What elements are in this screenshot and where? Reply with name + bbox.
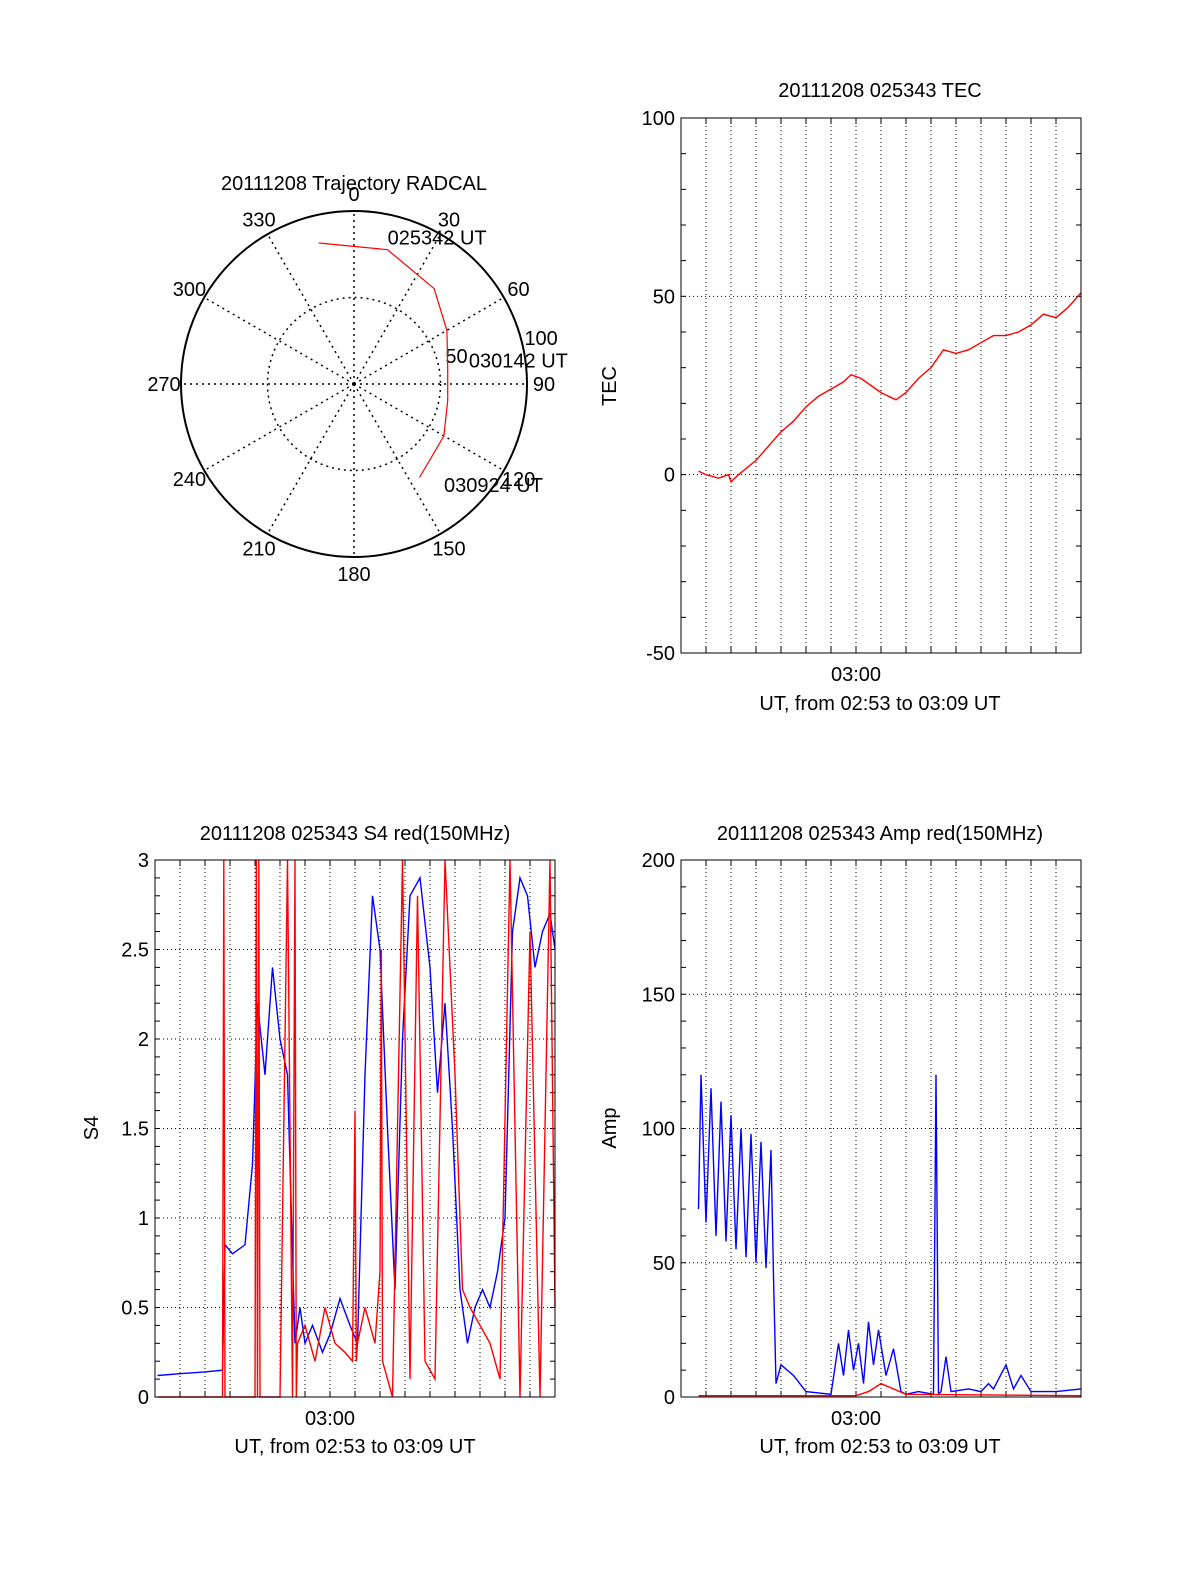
polar-spoke: [203, 383, 355, 472]
trajectory-panel: 20111208 Trajectory RADCAL 0 30 60 90 120 150…: [147, 173, 568, 586]
s4-panel: 20111208 025343 S4 red(150MHz) S4 UT, fr…: [81, 823, 556, 1458]
angle-tick-label: 240: [173, 469, 206, 491]
angle-tick-label: 150: [432, 539, 465, 561]
amp-title: 20111208 025343 Amp red(150MHz): [717, 823, 1043, 845]
angle-tick-label: 180: [337, 564, 370, 586]
y-tick-label: 50: [653, 1253, 675, 1275]
amp-x-axis-label: UT, from 02:53 to 03:09 UT: [759, 1436, 1000, 1458]
tec-plot-frame: [680, 117, 1082, 654]
angle-tick-label: 210: [242, 539, 275, 561]
y-tick-label: 0: [664, 1387, 675, 1409]
radial-tick-label: 50: [445, 346, 467, 368]
trajectory-line: [318, 242, 449, 478]
amp-series: [697, 1074, 1082, 1397]
y-tick-label: 50: [653, 286, 675, 308]
polar-outer-circle: [180, 210, 528, 558]
y-tick-label: 2: [138, 1029, 149, 1051]
s4-tick-labels: 0 0.5 1 1.5 2 2.5 3 03:00: [121, 850, 355, 1430]
tec-x-axis-label: UT, from 02:53 to 03:09 UT: [759, 693, 1000, 715]
trajectory-time-label: 025342 UT: [388, 228, 487, 250]
angle-tick-label: 30: [438, 209, 460, 231]
trajectory-series: [318, 242, 449, 478]
polar-spoke: [266, 233, 355, 385]
y-tick-label: 100: [642, 1119, 675, 1141]
series-line: [697, 1074, 1082, 1397]
tec-tick-labels: -50 0 50 100 03:00: [642, 108, 881, 686]
y-tick-label: -50: [646, 643, 675, 665]
amp-tick-labels: 0 50 100 150 200 03:00: [642, 850, 881, 1430]
y-tick-label: 2.5: [121, 940, 149, 962]
angle-tick-label: 270: [147, 374, 180, 396]
x-tick-label: 03:00: [831, 1408, 881, 1430]
x-tick-label: 03:00: [831, 664, 881, 686]
angle-tick-label: 300: [173, 279, 206, 301]
trajectory-grid: [180, 210, 528, 558]
series-line: [698, 292, 1082, 484]
polar-spoke: [203, 296, 355, 385]
angle-tick-label: 120: [502, 469, 535, 491]
angle-tick-label: 60: [507, 279, 529, 301]
series-line: [698, 1382, 1082, 1397]
x-tick-label: 03:00: [305, 1408, 355, 1430]
amp-y-axis-label: Amp: [599, 1107, 621, 1148]
y-tick-label: 150: [642, 984, 675, 1006]
trajectory-title: 20111208 Trajectory RADCAL: [221, 173, 487, 195]
trajectory-time-label: 030142 UT: [469, 350, 568, 372]
tec-title: 20111208 025343 TEC: [778, 80, 982, 102]
polar-spoke: [353, 233, 442, 385]
trajectory-annotations: 025342 UT 030142 UT 030924 UT: [388, 228, 568, 498]
tec-grid: [681, 117, 1081, 654]
angle-tick-label: 330: [242, 209, 275, 231]
polar-spoke: [353, 296, 505, 385]
s4-x-axis-label: UT, from 02:53 to 03:09 UT: [234, 1436, 475, 1458]
tec-y-axis-label: TEC: [599, 366, 621, 406]
polar-grid-circle: [266, 296, 442, 472]
y-tick-label: 0.5: [121, 1298, 149, 1320]
y-tick-label: 200: [642, 850, 675, 872]
tec-series: [698, 292, 1082, 484]
y-tick-label: 0: [664, 465, 675, 487]
radial-tick-label: 100: [524, 328, 557, 350]
polar-spoke: [353, 383, 442, 535]
y-tick-label: 0: [138, 1387, 149, 1409]
polar-spoke: [266, 383, 355, 535]
amp-plot-frame: [680, 859, 1082, 1398]
polar-spoke: [353, 383, 505, 472]
tec-panel: 20111208 025343 TEC TEC UT, from 02:53 t…: [599, 80, 1082, 715]
s4-y-axis-label: S4: [81, 1116, 103, 1140]
trajectory-tick-labels: 0 30 60 90 120 150 180 210 240 270 300 330 50 100: [147, 184, 558, 586]
y-tick-label: 3: [138, 850, 149, 872]
angle-tick-label: 0: [348, 184, 359, 206]
y-tick-label: 1: [138, 1208, 149, 1230]
amp-panel: 20111208 025343 Amp red(150MHz) Amp UT, …: [599, 823, 1082, 1458]
angle-tick-label: 90: [533, 374, 555, 396]
s4-title: 20111208 025343 S4 red(150MHz): [200, 823, 511, 845]
y-tick-label: 100: [642, 108, 675, 130]
s4-plot-frame: [154, 859, 556, 1398]
trajectory-time-label: 030924 UT: [444, 475, 543, 497]
y-tick-label: 1.5: [121, 1119, 149, 1141]
